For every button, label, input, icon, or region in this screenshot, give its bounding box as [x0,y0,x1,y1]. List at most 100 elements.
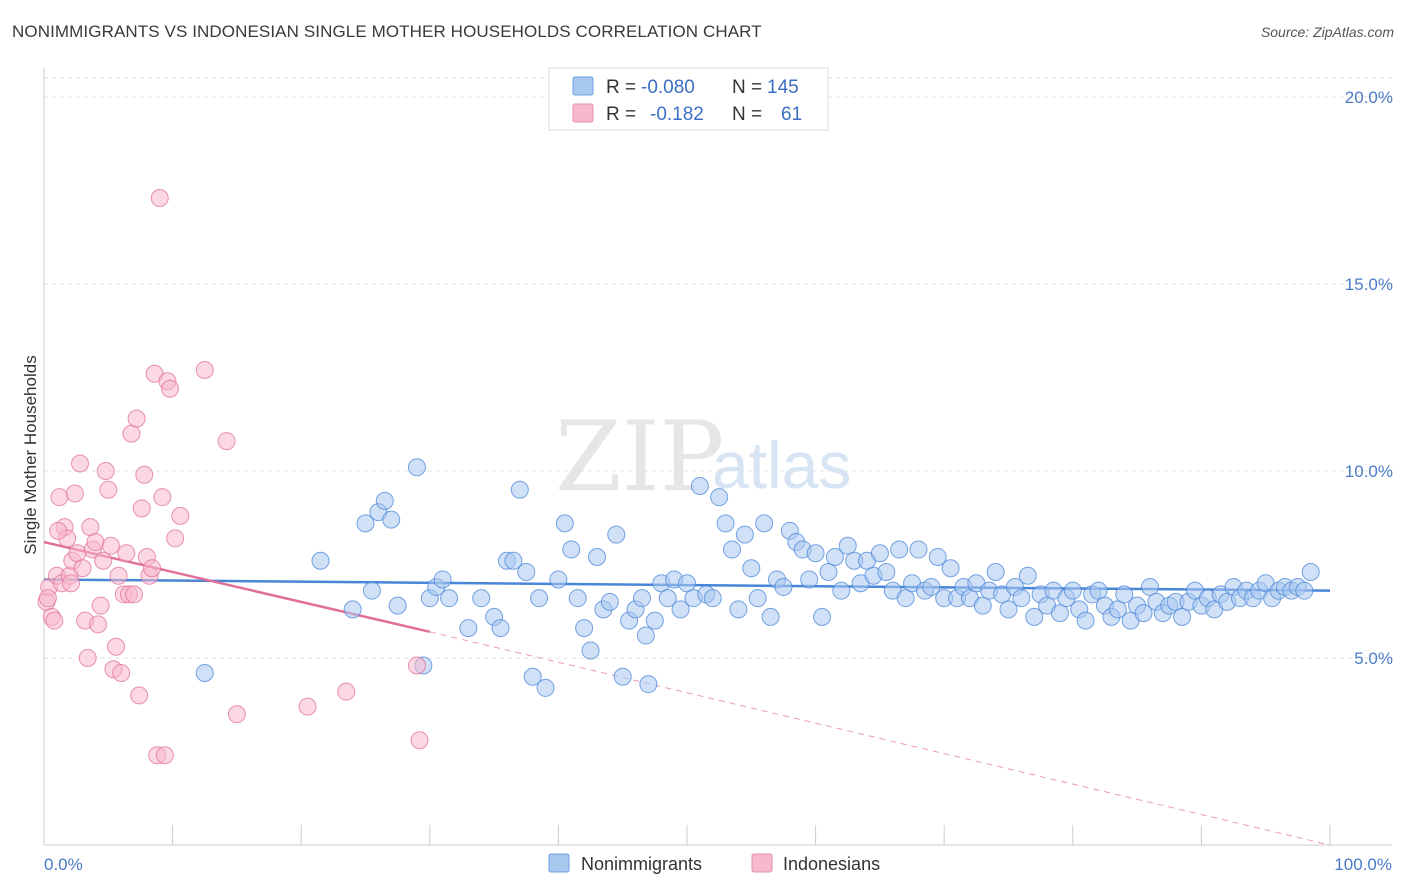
point-nonimmigrants [433,570,452,589]
point-nonimmigrants [690,476,709,495]
point-indonesians [107,637,126,656]
point-nonimmigrants [819,562,838,581]
point-nonimmigrants [645,611,664,630]
point-nonimmigrants [1173,607,1192,626]
point-nonimmigrants [909,540,928,559]
point-nonimmigrants [832,581,851,600]
legend-bottom-swatch-indonesians [751,853,773,873]
data-points [37,188,1320,765]
point-nonimmigrants [1076,611,1095,630]
point-nonimmigrants [375,491,394,510]
point-nonimmigrants [703,589,722,608]
y-tick-label: 5.0% [1354,649,1393,668]
point-indonesians [155,746,174,765]
point-nonimmigrants [1301,562,1320,581]
point-indonesians [217,432,236,451]
point-indonesians [143,559,162,578]
point-nonimmigrants [472,589,491,608]
point-nonimmigrants [356,514,375,533]
legend-r-label-2: R = [606,104,636,125]
point-nonimmigrants [928,548,947,567]
point-nonimmigrants [632,589,651,608]
point-nonimmigrants [748,589,767,608]
point-nonimmigrants [555,514,574,533]
point-indonesians [38,589,57,608]
axes [43,68,1392,846]
point-indonesians [89,615,108,634]
point-indonesians [122,424,141,443]
point-nonimmigrants [504,551,523,570]
point-nonimmigrants [1089,581,1108,600]
point-nonimmigrants [922,577,941,596]
point-indonesians [130,686,149,705]
x-tick-label-min: 0.0% [44,855,83,874]
point-nonimmigrants [735,525,754,544]
point-nonimmigrants [382,510,401,529]
point-indonesians [86,533,105,552]
grid-lines: 5.0% 10.0% 15.0% 20.0% [44,77,1393,668]
point-nonimmigrants [755,514,774,533]
chart-title: NONIMMIGRANTS VS INDONESIAN SINGLE MOTHE… [12,22,762,41]
point-nonimmigrants [806,544,825,563]
point-nonimmigrants [311,551,330,570]
point-nonimmigrants [1134,604,1153,623]
point-indonesians [109,566,128,585]
point-indonesians [410,731,429,750]
point-indonesians [166,529,185,548]
point-indonesians [68,544,87,563]
point-nonimmigrants [671,600,690,619]
legend-n-value-1: 145 [767,77,799,98]
point-indonesians [99,480,118,499]
point-nonimmigrants [388,596,407,615]
point-nonimmigrants [568,589,587,608]
source-label: Source: ZipAtlas.com [1260,24,1394,40]
point-nonimmigrants [813,607,832,626]
point-nonimmigrants [581,641,600,660]
point-indonesians [73,559,92,578]
point-nonimmigrants [1115,585,1134,604]
point-nonimmigrants [825,548,844,567]
point-nonimmigrants [1025,607,1044,626]
point-nonimmigrants [343,600,362,619]
point-indonesians [135,465,154,484]
legend-bottom-swatch-nonimmigrants [548,853,570,873]
point-indonesians [227,705,246,724]
point-nonimmigrants [523,667,542,686]
point-indonesians [101,536,120,555]
point-nonimmigrants [517,562,536,581]
point-nonimmigrants [510,480,529,499]
point-indonesians [50,488,69,507]
point-indonesians [49,521,68,540]
point-indonesians [153,488,172,507]
point-nonimmigrants [587,548,606,567]
point-nonimmigrants [613,667,632,686]
point-nonimmigrants [459,619,478,638]
point-indonesians [132,499,151,518]
point-nonimmigrants [1108,600,1127,619]
point-nonimmigrants [999,600,1018,619]
point-nonimmigrants [896,589,915,608]
point-nonimmigrants [536,678,555,697]
point-indonesians [195,361,214,380]
legend-n-label-1: N = [732,77,762,98]
point-indonesians [65,484,84,503]
point-nonimmigrants [575,619,594,638]
point-nonimmigrants [729,600,748,619]
point-indonesians [117,544,136,563]
point-nonimmigrants [742,559,761,578]
point-nonimmigrants [973,596,992,615]
point-nonimmigrants [1050,604,1069,623]
point-indonesians [96,462,115,480]
point-nonimmigrants [636,626,655,645]
point-nonimmigrants [658,589,677,608]
legend-r-value-2: -0.182 [650,104,704,125]
legend-swatch-nonimmigrants [572,76,594,96]
point-nonimmigrants [870,544,889,563]
legend-r-label-1: R = [606,77,636,98]
point-indonesians [78,649,97,667]
point-nonimmigrants [678,574,696,593]
point-nonimmigrants [716,514,735,533]
point-nonimmigrants [986,562,1005,581]
legend-top: R = -0.080 N = 145 R = -0.182 N = 61 [548,67,829,131]
point-indonesians [127,409,146,428]
